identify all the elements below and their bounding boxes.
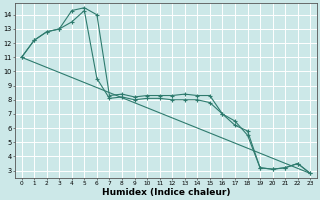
X-axis label: Humidex (Indice chaleur): Humidex (Indice chaleur) [102,188,230,197]
